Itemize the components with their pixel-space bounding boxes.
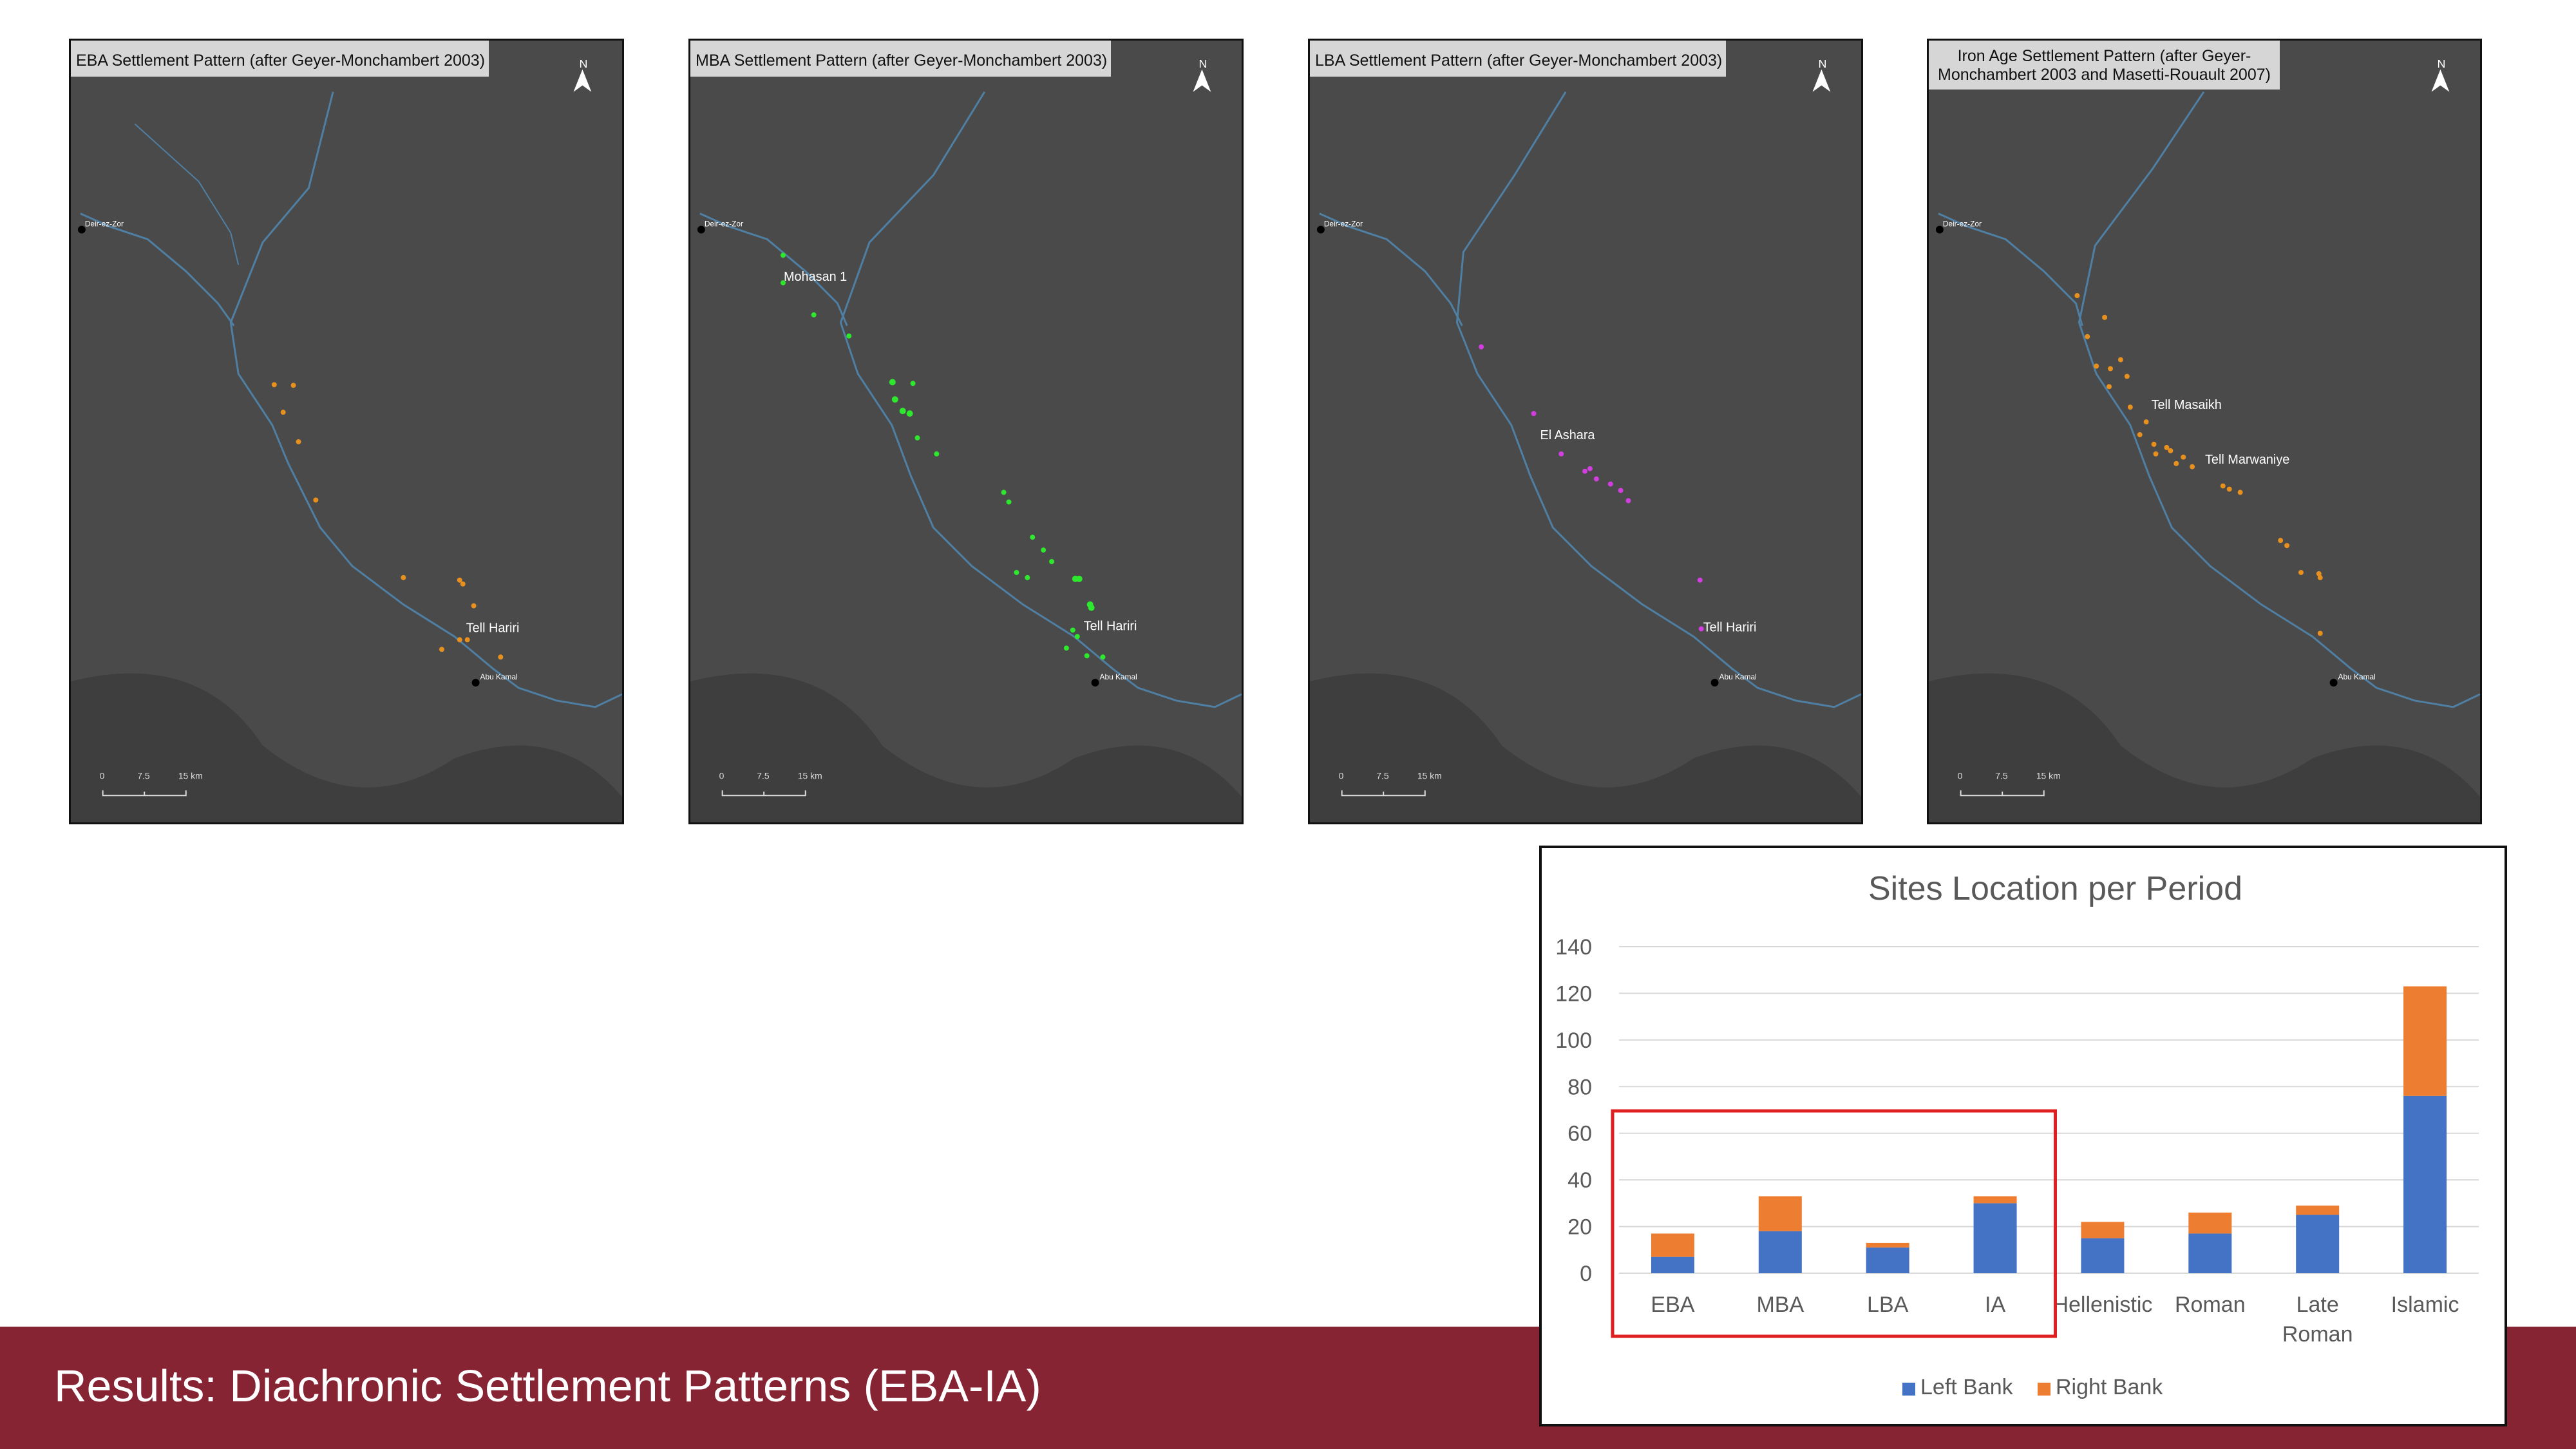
map-iron-age: Deir-ez-Zor Abu Kamal Tell Masaikh Tell … xyxy=(1929,41,2480,822)
map-lba: Deir-ez-Zor Abu Kamal El Ashara Tell Har… xyxy=(1310,41,1861,822)
x-tick-label: LBA xyxy=(1867,1293,1909,1317)
y-tick-label: 140 xyxy=(1555,935,1592,960)
y-tick-label: 20 xyxy=(1567,1215,1592,1240)
legend-right-bank: Right Bank xyxy=(2056,1375,2163,1399)
footer-title: Results: Diachronic Settlement Patterns … xyxy=(54,1361,1041,1411)
map-title: MBA Settlement Pattern (after Geyer-Monc… xyxy=(690,41,1112,77)
svg-text:7.5: 7.5 xyxy=(137,770,150,781)
bar-left-bank xyxy=(2081,1238,2125,1273)
bar-left-bank xyxy=(1866,1247,1909,1273)
svg-text:Abu Kamal: Abu Kamal xyxy=(1719,672,1757,681)
map-panel-mba: Deir-ez-Zor Abu Kamal Mohasan 1 Tell Har… xyxy=(688,39,1244,824)
x-tick-label: Roman xyxy=(2282,1322,2353,1347)
svg-text:15 km: 15 km xyxy=(2036,770,2061,781)
map-mba: Deir-ez-Zor Abu Kamal Mohasan 1 Tell Har… xyxy=(690,41,1242,822)
chart-panel: Sites Location per Period 0 20 40 60 80 100 120… xyxy=(1539,846,2507,1426)
svg-text:0: 0 xyxy=(1958,770,1963,781)
bar-right-bank xyxy=(1758,1196,1802,1231)
bar-right-bank xyxy=(1651,1233,1694,1257)
bar-left-bank xyxy=(1651,1256,1694,1273)
y-tick-label: 100 xyxy=(1555,1028,1592,1053)
map-panel-eba: Deir-ez-Zor Abu Kamal Tell Hariri N 0 7.… xyxy=(69,39,624,824)
map-title-line: Iron Age Settlement Pattern (after Geyer… xyxy=(1957,47,2251,65)
y-tick-label: 120 xyxy=(1555,981,1592,1006)
map-eba: Deir-ez-Zor Abu Kamal Tell Hariri N 0 7.… xyxy=(71,41,622,822)
svg-text:N: N xyxy=(1818,57,1826,70)
svg-text:15 km: 15 km xyxy=(1417,770,1442,781)
svg-text:Tell Hariri: Tell Hariri xyxy=(1084,619,1137,633)
bar-right-bank xyxy=(2188,1212,2232,1234)
x-tick-label: Hellenistic xyxy=(2052,1293,2152,1317)
svg-text:Abu Kamal: Abu Kamal xyxy=(480,672,518,681)
bar-right-bank xyxy=(2296,1205,2340,1215)
x-tick-label: Late xyxy=(2297,1293,2339,1317)
svg-text:Deir-ez-Zor: Deir-ez-Zor xyxy=(705,220,743,229)
svg-text:Abu Kamal: Abu Kamal xyxy=(1100,672,1137,681)
svg-text:N: N xyxy=(1198,57,1207,70)
legend-swatch xyxy=(2038,1383,2050,1396)
map-title: Iron Age Settlement Pattern (after Geyer… xyxy=(1929,41,2280,90)
svg-text:Deir-ez-Zor: Deir-ez-Zor xyxy=(1943,220,1982,229)
svg-text:Deir-ez-Zor: Deir-ez-Zor xyxy=(1324,220,1363,229)
y-tick-label: 0 xyxy=(1580,1262,1592,1286)
x-tick-label: Islamic xyxy=(2391,1293,2459,1317)
sites-location-chart: Sites Location per Period 0 20 40 60 80 100 120… xyxy=(1555,870,2479,1399)
svg-text:0: 0 xyxy=(1339,770,1344,781)
svg-text:N: N xyxy=(579,57,587,70)
map-title-line: Monchambert 2003 and Masetti-Rouault 200… xyxy=(1938,66,2271,84)
y-tick-label: 80 xyxy=(1567,1075,1592,1099)
bar-left-bank xyxy=(2188,1233,2232,1273)
svg-text:15 km: 15 km xyxy=(798,770,822,781)
legend-swatch xyxy=(1902,1383,1915,1396)
svg-text:El Ashara: El Ashara xyxy=(1540,428,1595,442)
bar-left-bank xyxy=(1758,1231,1802,1273)
bar-left-bank xyxy=(1973,1203,2017,1273)
y-tick-label: 60 xyxy=(1567,1122,1592,1146)
chart-title: Sites Location per Period xyxy=(1868,870,2242,907)
svg-text:Tell Marwaniye: Tell Marwaniye xyxy=(2205,453,2289,467)
legend-left-bank: Left Bank xyxy=(1920,1375,2014,1399)
svg-text:7.5: 7.5 xyxy=(1376,770,1389,781)
bar-right-bank xyxy=(2081,1222,2125,1238)
y-tick-label: 40 xyxy=(1567,1168,1592,1193)
svg-text:Abu Kamal: Abu Kamal xyxy=(2338,672,2376,681)
x-tick-label: EBA xyxy=(1651,1293,1694,1317)
bar-right-bank xyxy=(1866,1242,1909,1248)
svg-text:Mohasan 1: Mohasan 1 xyxy=(784,270,847,284)
map-title: EBA Settlement Pattern (after Geyer-Monc… xyxy=(71,41,489,77)
map-panel-lba: Deir-ez-Zor Abu Kamal El Ashara Tell Har… xyxy=(1308,39,1863,824)
svg-text:0: 0 xyxy=(719,770,724,781)
svg-text:Tell Hariri: Tell Hariri xyxy=(1703,620,1757,634)
svg-text:Tell Masaikh: Tell Masaikh xyxy=(2152,398,2222,412)
svg-text:Tell Hariri: Tell Hariri xyxy=(466,621,520,635)
map-title: LBA Settlement Pattern (after Geyer-Monc… xyxy=(1310,41,1727,77)
bar-right-bank xyxy=(1973,1196,2017,1204)
map-panel-iron-age: Deir-ez-Zor Abu Kamal Tell Masaikh Tell … xyxy=(1927,39,2482,824)
svg-text:7.5: 7.5 xyxy=(1995,770,2008,781)
svg-text:15 km: 15 km xyxy=(178,770,203,781)
bar-left-bank xyxy=(2296,1215,2340,1273)
svg-text:Deir-ez-Zor: Deir-ez-Zor xyxy=(85,220,124,229)
highlight-box xyxy=(1611,1109,2057,1338)
bar-left-bank xyxy=(2403,1095,2447,1273)
x-tick-label: MBA xyxy=(1756,1293,1804,1317)
x-tick-label: Roman xyxy=(2175,1293,2246,1317)
x-tick-label: IA xyxy=(1985,1293,2005,1317)
svg-text:0: 0 xyxy=(100,770,105,781)
svg-text:7.5: 7.5 xyxy=(757,770,770,781)
svg-text:N: N xyxy=(2437,57,2445,70)
bar-right-bank xyxy=(2403,986,2447,1096)
